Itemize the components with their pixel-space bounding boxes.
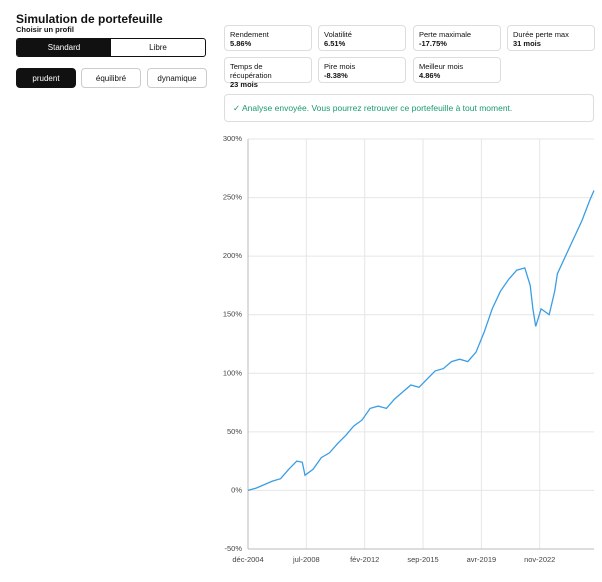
profile-button[interactable]: équilibré [81, 68, 141, 88]
y-tick-label: 250% [223, 193, 243, 202]
y-tick-label: 100% [223, 368, 243, 377]
y-tick-label: -50% [224, 544, 242, 553]
metric-card: Pire mois -8.38% [318, 57, 406, 83]
metric-value: 31 mois [513, 39, 541, 48]
metric-label: Rendement [230, 30, 269, 39]
y-tick-label: 150% [223, 310, 243, 319]
y-tick-label: 0% [231, 485, 242, 494]
metric-card: Perte maximale -17.75% [413, 25, 501, 51]
x-tick-label: fév-2012 [350, 555, 379, 564]
metric-label: Volatilité [324, 30, 352, 39]
profile-button[interactable]: prudent [16, 68, 76, 88]
metric-value: -17.75% [419, 39, 447, 48]
y-tick-label: 200% [223, 251, 243, 260]
metric-label: Meilleur mois [419, 62, 464, 71]
x-tick-label: nov-2022 [524, 555, 555, 564]
metric-value: 23 mois [230, 80, 258, 89]
x-tick-label: avr-2019 [467, 555, 497, 564]
metric-value: -8.38% [324, 71, 348, 80]
metric-card: Rendement 5.86% [224, 25, 312, 51]
metric-label: Durée perte max [513, 30, 569, 39]
profile-button[interactable]: dynamique [147, 68, 207, 88]
metric-card: Temps de récupération 23 mois [224, 57, 312, 89]
metric-value: 5.86% [230, 39, 252, 48]
metric-label: Perte maximale [419, 30, 472, 39]
title: Simulation de portefeuille [16, 12, 163, 26]
mode-button[interactable]: Standard [17, 39, 111, 56]
y-tick-label: 300% [223, 134, 243, 143]
y-tick-label: 50% [227, 427, 242, 436]
subtitle: Choisir un profil [16, 25, 74, 34]
metric-label: Pire mois [324, 62, 356, 71]
metric-label: Temps de récupération [230, 62, 272, 80]
x-tick-label: sep-2015 [407, 555, 438, 564]
data-line [247, 190, 595, 492]
mode-toggle: Standard Libre [16, 38, 206, 57]
metric-card: Meilleur mois 4.86% [413, 57, 501, 83]
x-tick-label: déc-2004 [232, 555, 263, 564]
x-tick-label: jul-2008 [292, 555, 320, 564]
metric-value: 4.86% [419, 71, 441, 80]
message: ✓ Analyse envoyée. Vous pourrez retrouve… [224, 94, 594, 122]
mode-button[interactable]: Libre [149, 43, 167, 52]
metric-card: Durée perte max 31 mois [507, 25, 595, 51]
metric-card: Volatilité 6.51% [318, 25, 406, 51]
metric-value: 6.51% [324, 39, 346, 48]
